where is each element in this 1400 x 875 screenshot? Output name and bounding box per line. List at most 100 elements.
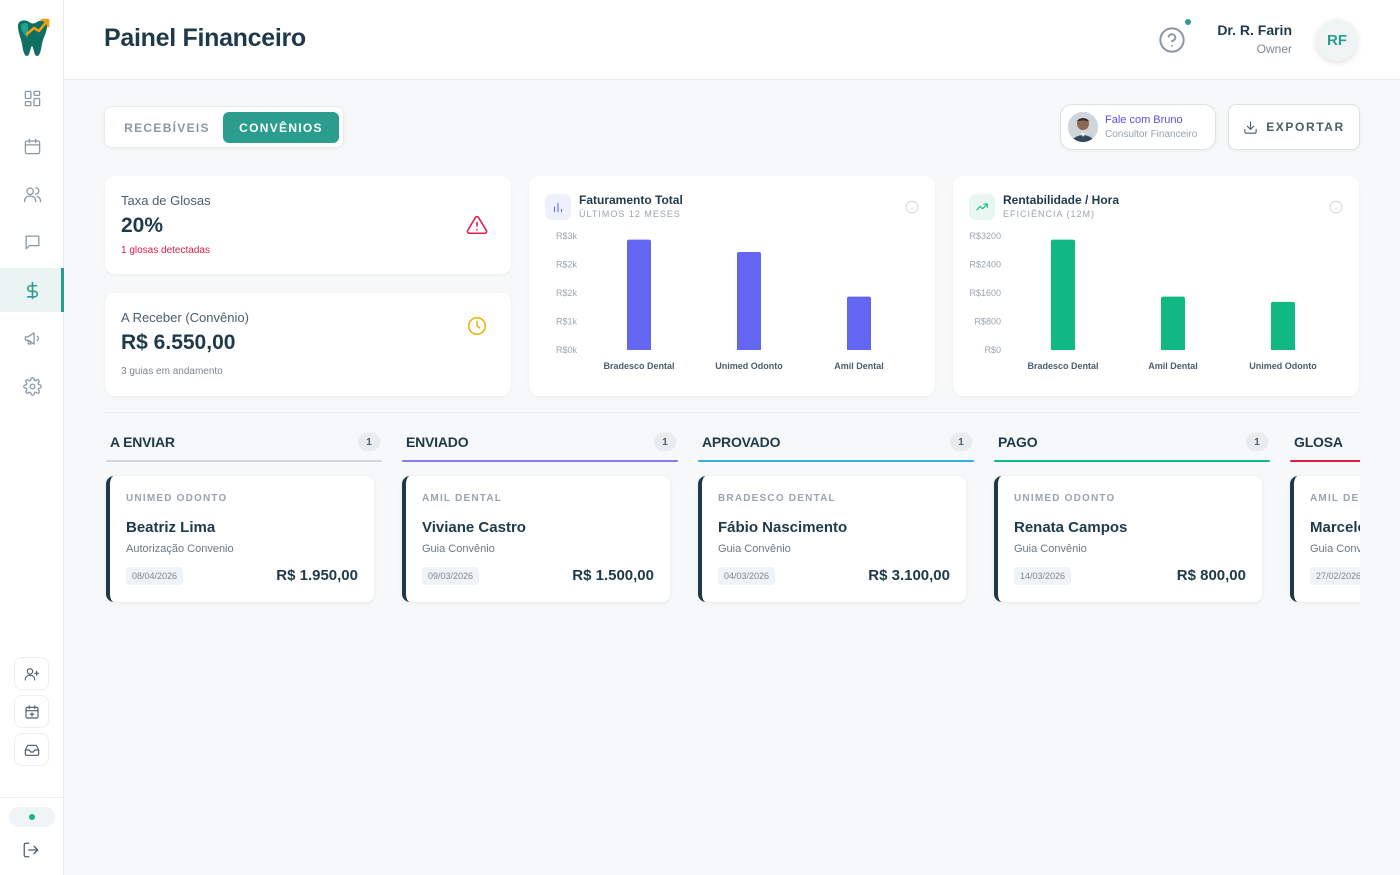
x-category-label: Bradesco Dental bbox=[603, 361, 674, 371]
stat-note: 1 glosas detectadas bbox=[121, 245, 210, 256]
chart-title: Rentabilidade / Hora bbox=[1003, 193, 1120, 207]
profitability-chart-card: Rentabilidade / Hora EFICIÊNCIA (12M) R$… bbox=[953, 176, 1359, 396]
page-title: Painel Financeiro bbox=[104, 24, 306, 52]
kanban-column-aprovado: APROVADO 1 BRADESCO DENTAL Fábio Nascime… bbox=[696, 413, 974, 622]
card-type: Guia Convênio bbox=[422, 543, 495, 555]
megaphone-icon bbox=[24, 331, 39, 345]
card-amount: R$ 3.100,00 bbox=[868, 567, 950, 584]
settings-icon bbox=[22, 376, 42, 396]
help-button[interactable] bbox=[1158, 26, 1186, 54]
nav-dashboard[interactable] bbox=[0, 76, 64, 120]
bar[interactable] bbox=[737, 252, 761, 350]
consultant-contact-button[interactable]: Fale com Bruno Consultor Financeiro bbox=[1060, 104, 1216, 150]
column-count-badge: 1 bbox=[1246, 433, 1268, 451]
chart-subtitle: EFICIÊNCIA (12M) bbox=[1003, 209, 1096, 219]
kanban-column-enviado: ENVIADO 1 AMIL DENTAL Viviane Castro Gui… bbox=[400, 413, 678, 622]
y-tick-label: R$2k bbox=[556, 260, 578, 270]
export-button[interactable]: EXPORTAR bbox=[1228, 104, 1360, 150]
nav-marketing[interactable] bbox=[0, 316, 64, 360]
trending-up-icon bbox=[969, 194, 995, 220]
bar[interactable] bbox=[847, 296, 871, 350]
bar[interactable] bbox=[1051, 239, 1075, 350]
stat-note: 3 guias em andamento bbox=[121, 366, 223, 377]
card-type: Guia Convênio bbox=[1310, 543, 1360, 555]
card-insurer: BRADESCO DENTAL bbox=[718, 493, 836, 504]
card-date-badge: 04/03/2026 bbox=[718, 567, 776, 585]
card-patient-name: Marcelo bbox=[1310, 519, 1360, 536]
card-amount: R$ 1.950,00 bbox=[276, 567, 358, 584]
billing-bar-chart: R$3k R$2k R$2k R$1k R$0k Bradesco Dental Unime… bbox=[556, 231, 884, 371]
claim-card[interactable]: AMIL DENTAL Marcelo Guia Convênio 27/02/… bbox=[1290, 476, 1360, 602]
y-tick-label: R$800 bbox=[974, 317, 1001, 327]
column-underline bbox=[698, 460, 974, 462]
help-icon bbox=[1159, 27, 1185, 53]
x-category-label: Amil Dental bbox=[834, 361, 884, 371]
add-user-icon bbox=[24, 667, 39, 681]
notification-dot bbox=[1185, 19, 1191, 25]
column-title: ENVIADO bbox=[406, 434, 469, 450]
claims-kanban-board: A ENVIAR 1 UNIMED ODONTO Beatriz Lima Au… bbox=[104, 412, 1360, 622]
chart-subtitle: ÚLTIMOS 12 MESES bbox=[579, 209, 681, 219]
y-tick-label: R$1k bbox=[556, 317, 578, 327]
card-insurer: AMIL DENTAL bbox=[422, 493, 503, 504]
user-role: Owner bbox=[1256, 42, 1292, 56]
claim-card[interactable]: UNIMED ODONTO Beatriz Lima Autorização C… bbox=[106, 476, 374, 602]
status-dot bbox=[29, 814, 35, 820]
card-date-badge: 08/04/2026 bbox=[126, 567, 184, 585]
nav-patients[interactable] bbox=[0, 172, 64, 216]
nav-calendar[interactable] bbox=[0, 124, 64, 168]
claim-card[interactable]: UNIMED ODONTO Renata Campos Guia Convêni… bbox=[994, 476, 1262, 602]
claim-card[interactable]: AMIL DENTAL Viviane Castro Guia Convênio… bbox=[402, 476, 670, 602]
info-icon[interactable] bbox=[905, 200, 919, 214]
tab-recebiveis[interactable]: RECEBÍVEIS bbox=[124, 120, 210, 135]
bar[interactable] bbox=[627, 239, 651, 350]
kanban-column-a-enviar: A ENVIAR 1 UNIMED ODONTO Beatriz Lima Au… bbox=[104, 413, 382, 622]
quick-add-patient-button[interactable] bbox=[14, 657, 49, 690]
card-date-badge: 14/03/2026 bbox=[1014, 567, 1072, 585]
alert-triangle-icon bbox=[466, 214, 488, 236]
column-underline bbox=[106, 460, 382, 462]
stat-label: A Receber (Convênio) bbox=[121, 310, 249, 325]
quick-inbox-button[interactable] bbox=[14, 733, 49, 766]
consultant-name: Fale com Bruno bbox=[1105, 114, 1183, 126]
export-label: EXPORTAR bbox=[1266, 120, 1345, 134]
card-patient-name: Viviane Castro bbox=[422, 519, 526, 536]
column-title: GLOSA bbox=[1294, 434, 1343, 450]
tab-convenios[interactable]: CONVÊNIOS bbox=[223, 112, 339, 143]
user-avatar[interactable]: RF bbox=[1316, 19, 1358, 61]
card-insurer: UNIMED ODONTO bbox=[1014, 493, 1116, 504]
tooth-logo-icon bbox=[18, 18, 50, 56]
x-category-label: Unimed Odonto bbox=[1249, 361, 1317, 371]
logout-button[interactable] bbox=[22, 841, 42, 861]
column-title: APROVADO bbox=[702, 434, 781, 450]
card-insurer: AMIL DENTAL bbox=[1310, 493, 1360, 504]
y-tick-label: R$3200 bbox=[969, 231, 1001, 241]
stat-value: 20% bbox=[121, 214, 164, 237]
user-name: Dr. R. Farin bbox=[1217, 22, 1292, 38]
card-date-badge: 09/03/2026 bbox=[422, 567, 480, 585]
dashboard-icon bbox=[24, 90, 40, 106]
nav-finance[interactable] bbox=[0, 268, 64, 312]
column-title: A ENVIAR bbox=[110, 434, 175, 450]
stat-value: R$ 6.550,00 bbox=[121, 331, 236, 354]
logout-icon bbox=[23, 842, 39, 858]
card-patient-name: Fábio Nascimento bbox=[718, 519, 848, 536]
card-insurer: UNIMED ODONTO bbox=[126, 493, 228, 504]
calendar-icon bbox=[24, 138, 40, 154]
claim-card[interactable]: BRADESCO DENTAL Fábio Nascimento Guia Co… bbox=[698, 476, 966, 602]
online-status bbox=[9, 807, 55, 827]
y-tick-label: R$0 bbox=[984, 345, 1001, 355]
profitability-bar-chart: R$3200 R$2400 R$1600 R$800 R$0 Bradesco Denta… bbox=[969, 231, 1317, 371]
card-amount: R$ 1.500,00 bbox=[572, 567, 654, 584]
bar-chart-icon bbox=[545, 194, 571, 220]
card-type: Guia Convênio bbox=[1014, 543, 1087, 555]
nav-messages[interactable] bbox=[0, 220, 64, 264]
column-underline bbox=[402, 460, 678, 462]
quick-new-appointment-button[interactable] bbox=[14, 695, 49, 728]
bar[interactable] bbox=[1161, 296, 1185, 350]
column-underline bbox=[994, 460, 1270, 462]
info-icon[interactable] bbox=[1329, 200, 1343, 214]
bar[interactable] bbox=[1271, 301, 1295, 350]
column-underline bbox=[1290, 460, 1360, 462]
nav-settings[interactable] bbox=[0, 364, 64, 408]
